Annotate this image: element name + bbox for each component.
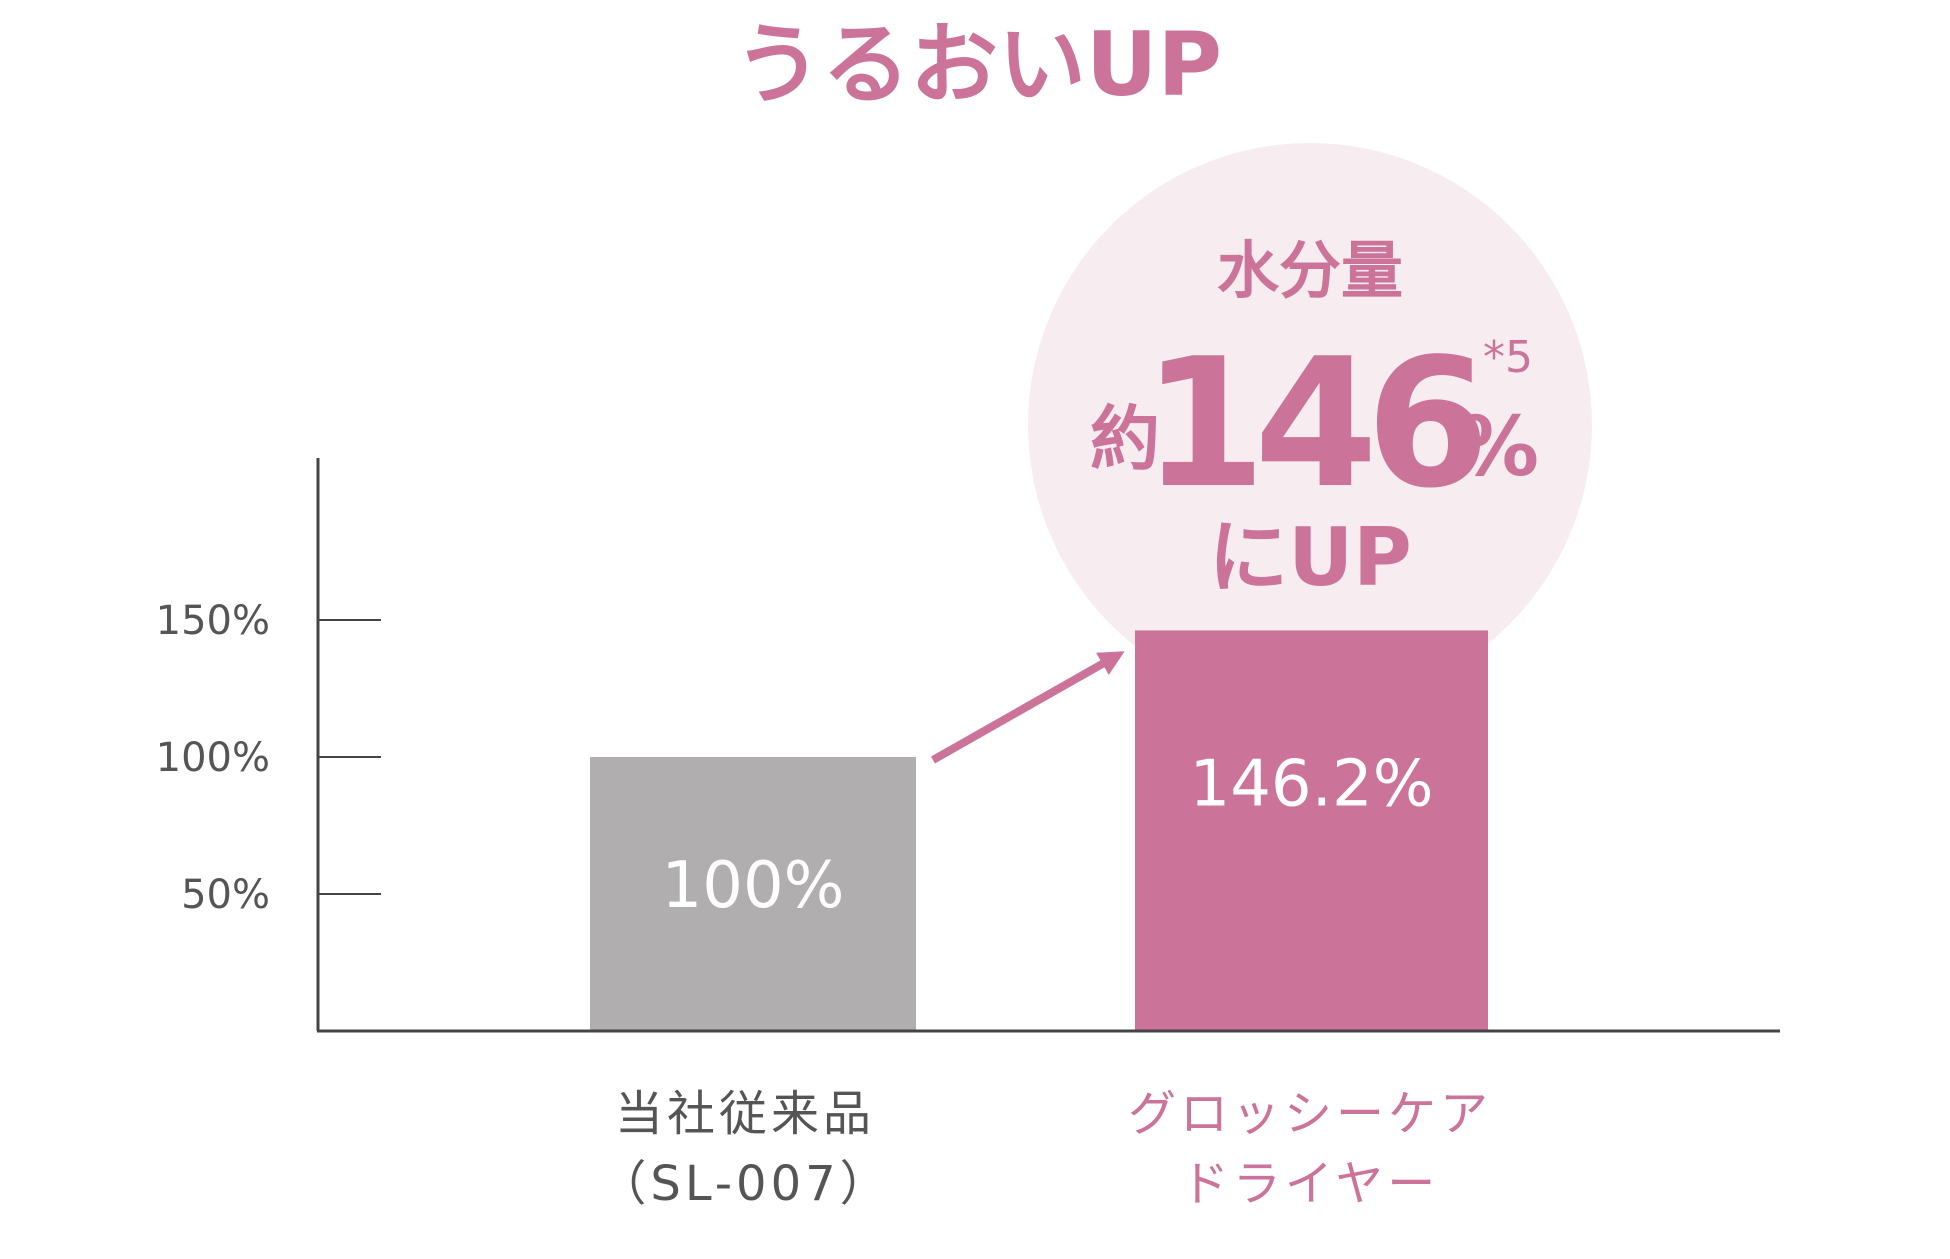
callout-label: 水分量 [1217, 234, 1403, 307]
callout-unit: % [1457, 400, 1539, 495]
bar-baseline [590, 757, 916, 1031]
callout-value: 146 [1142, 320, 1481, 527]
chart-title: うるおいUP [734, 13, 1222, 116]
comparison-arrow [931, 651, 1125, 764]
y-tick-label: 150% [156, 598, 270, 644]
bar-data-label: 100% [662, 849, 845, 923]
y-ticks: 50% 100% 150% [156, 598, 381, 918]
bar-highlight [1135, 630, 1488, 1031]
bars-layer: 100% 146.2% [590, 630, 1488, 1031]
x-category-label: ドライヤー [1181, 1156, 1440, 1212]
y-tick-label: 50% [181, 872, 270, 918]
x-category-label: （SL-007） [598, 1156, 891, 1212]
x-category-label: グロッシーケア [1128, 1086, 1492, 1142]
callout-bubble [1028, 143, 1592, 707]
callout-footnote: *5 [1483, 332, 1533, 383]
callout-prefix: 約 [1090, 398, 1160, 480]
bar-data-label: 146.2% [1189, 747, 1433, 821]
x-category-label: 当社従来品 [615, 1086, 875, 1142]
y-tick-label: 100% [156, 735, 270, 781]
callout-result: にUP [1208, 511, 1412, 604]
